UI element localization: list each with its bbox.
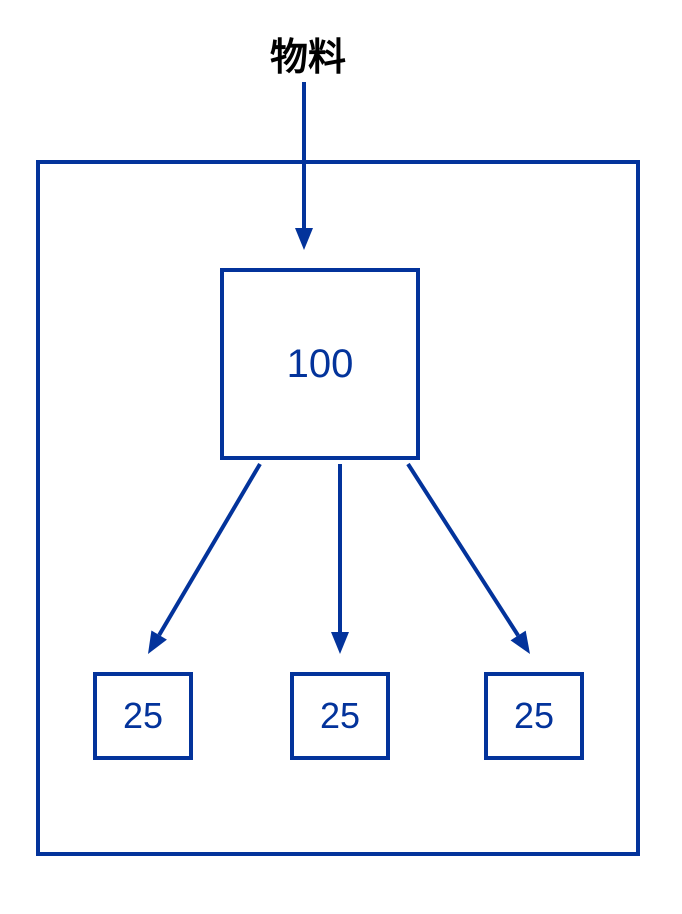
child-node-2-label: 25: [320, 695, 360, 737]
child-node-3-label: 25: [514, 695, 554, 737]
main-node: 100: [220, 268, 420, 460]
child-node-3: 25: [484, 672, 584, 760]
child-node-2: 25: [290, 672, 390, 760]
diagram-title: 物料: [258, 26, 358, 81]
main-node-label: 100: [287, 342, 354, 387]
child-node-1-label: 25: [123, 695, 163, 737]
diagram-canvas: 物料 100 25 25 25: [0, 0, 682, 914]
child-node-1: 25: [93, 672, 193, 760]
